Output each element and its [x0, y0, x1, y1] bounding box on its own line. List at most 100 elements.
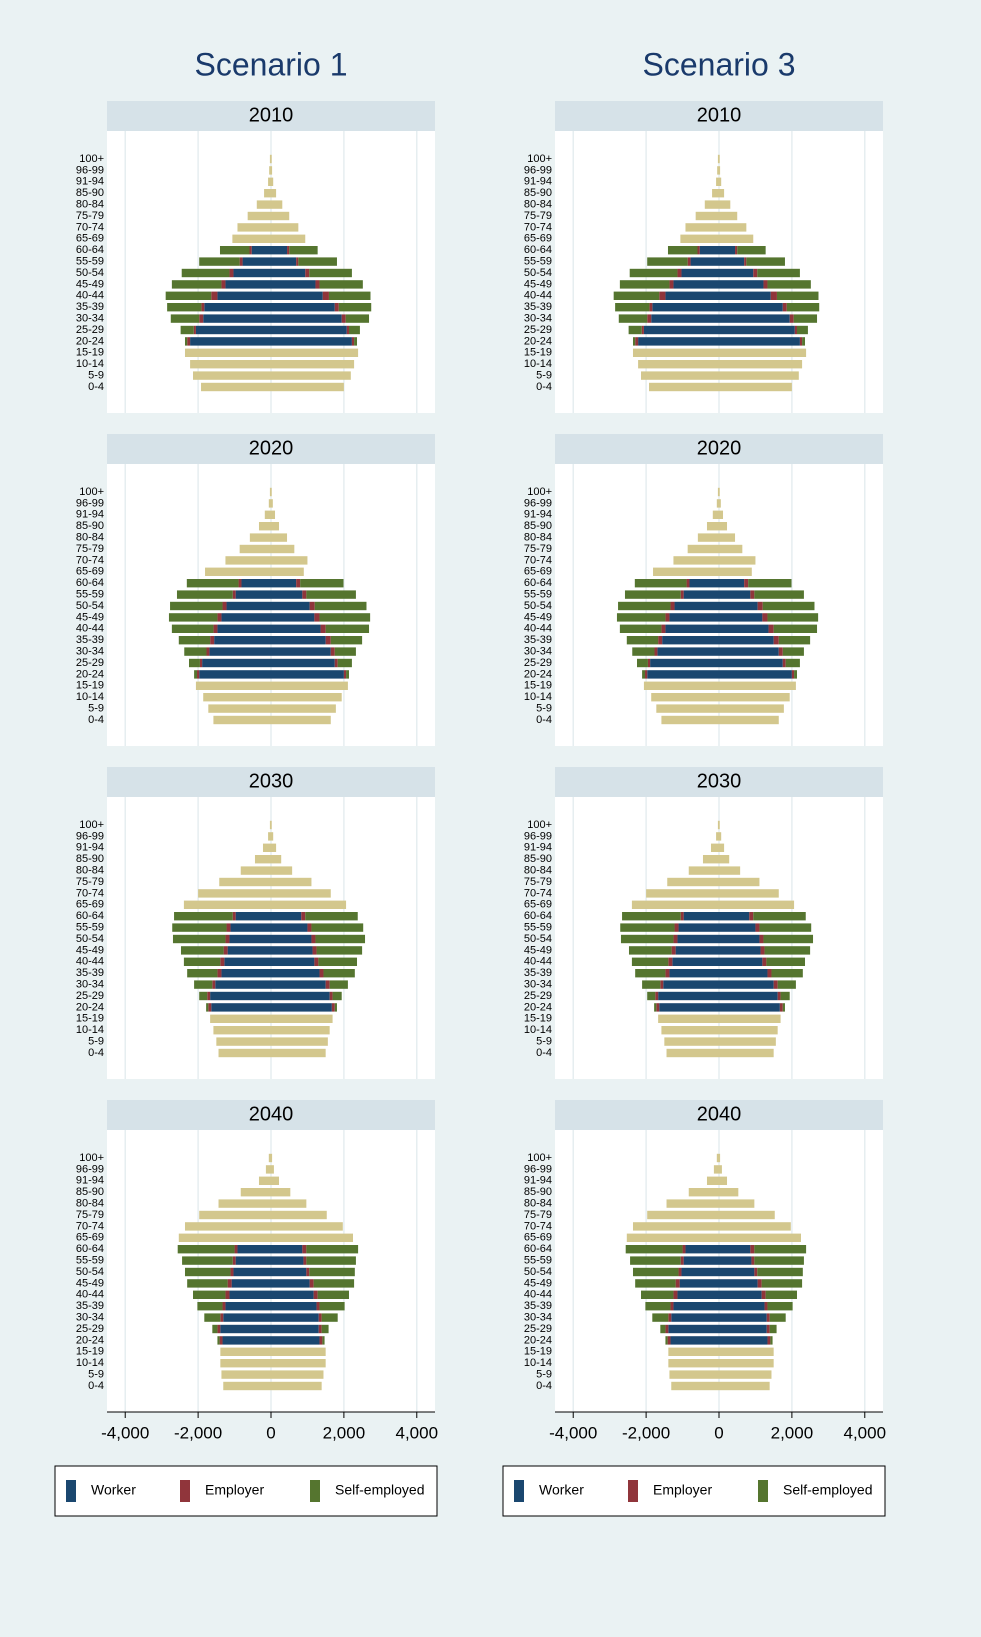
- bar-segment: [211, 1003, 271, 1012]
- bar-segment: [271, 234, 306, 243]
- age-label: 25-29: [524, 1323, 552, 1335]
- bar-segment: [773, 624, 818, 633]
- bar-segment: [213, 1026, 271, 1035]
- bar-segment: [622, 912, 681, 921]
- bar-segment: [306, 1267, 310, 1277]
- bar-segment: [763, 280, 768, 289]
- bar-segment: [663, 980, 719, 989]
- panel-header: [555, 1100, 883, 1130]
- age-label: 96-99: [524, 1163, 552, 1175]
- bar-segment: [203, 693, 271, 702]
- age-label: 25-29: [524, 324, 552, 336]
- age-label: 15-19: [76, 1013, 104, 1025]
- bar-segment: [271, 1359, 326, 1368]
- bar-segment: [249, 246, 252, 255]
- bar-segment: [685, 223, 719, 232]
- bar-segment: [646, 889, 719, 898]
- age-label: 15-19: [524, 680, 552, 692]
- bar-segment: [652, 303, 719, 312]
- bar-segment: [719, 1324, 767, 1334]
- age-label: 85-90: [524, 187, 552, 199]
- bar-segment: [647, 991, 656, 1001]
- bar-segment: [712, 189, 719, 198]
- bar-segment: [271, 579, 297, 588]
- bar-segment: [678, 923, 719, 932]
- bar-segment: [799, 337, 803, 346]
- bar-segment: [649, 382, 719, 392]
- bar-segment: [271, 154, 272, 164]
- age-label: 5-9: [88, 370, 104, 382]
- x-tick-label: -2,000: [174, 1423, 222, 1442]
- bar-segment: [225, 556, 271, 565]
- bar-segment: [211, 291, 218, 300]
- bar-segment: [699, 246, 719, 255]
- bar-segment: [171, 624, 214, 633]
- age-label: 5-9: [536, 1036, 552, 1048]
- bar-segment: [668, 1324, 719, 1334]
- age-label: 80-84: [76, 1198, 104, 1210]
- bar-segment: [271, 1347, 326, 1356]
- bar-segment: [249, 533, 271, 542]
- bar-segment: [319, 1302, 345, 1311]
- bar-segment: [271, 969, 320, 978]
- bar-segment: [271, 371, 351, 380]
- age-label: 35-39: [76, 301, 104, 313]
- bar-segment: [665, 291, 719, 300]
- age-label: 91-94: [76, 176, 104, 188]
- bar-segment: [269, 154, 271, 164]
- x-tick-label: -2,000: [622, 1423, 670, 1442]
- age-label: 96-99: [76, 497, 104, 509]
- bar-segment: [187, 337, 191, 346]
- bar-segment: [268, 499, 271, 508]
- bar-segment: [719, 337, 800, 346]
- bar-segment: [313, 1290, 318, 1299]
- bar-segment: [220, 957, 225, 966]
- bar-segment: [719, 1336, 768, 1345]
- bar-segment: [271, 877, 312, 887]
- age-label: 65-69: [76, 1232, 104, 1244]
- bar-segment: [632, 1222, 719, 1231]
- bar-segment: [221, 1370, 271, 1379]
- age-label: 35-39: [76, 634, 104, 646]
- bar-segment: [719, 681, 796, 690]
- age-label: 10-14: [524, 358, 552, 370]
- bar-segment: [271, 613, 315, 622]
- age-label: 100+: [79, 486, 104, 498]
- bar-segment: [782, 647, 804, 656]
- bar-segment: [670, 601, 675, 611]
- bar-segment: [262, 843, 271, 852]
- bar-segment: [647, 658, 651, 668]
- bar-segment: [271, 1336, 320, 1345]
- bar-segment: [225, 280, 271, 289]
- bar-segment: [680, 590, 684, 599]
- bar-segment: [662, 636, 719, 645]
- age-label: 50-54: [524, 267, 552, 279]
- bar-segment: [719, 624, 769, 633]
- bar-segment: [677, 268, 682, 278]
- bar-segment: [719, 877, 760, 887]
- age-label: 15-19: [524, 347, 552, 359]
- age-label: 45-49: [524, 611, 552, 623]
- bar-segment: [642, 980, 661, 989]
- bar-segment: [719, 946, 761, 955]
- bar-segment: [647, 670, 719, 679]
- age-label: 25-29: [524, 657, 552, 669]
- age-label: 85-90: [76, 520, 104, 532]
- bar-segment: [320, 624, 326, 633]
- bar-segment: [206, 1003, 209, 1012]
- bar-segment: [314, 613, 320, 622]
- bar-segment: [218, 1199, 271, 1208]
- bar-segment: [247, 211, 271, 221]
- age-label: 80-84: [524, 1198, 552, 1210]
- bar-segment: [199, 670, 271, 679]
- age-label: 35-39: [524, 301, 552, 313]
- bar-segment: [186, 579, 239, 588]
- bar-segment: [719, 211, 738, 221]
- bar-segment: [717, 166, 719, 175]
- bar-segment: [223, 1381, 271, 1391]
- age-label: 100+: [527, 819, 552, 831]
- bar-segment: [269, 487, 271, 497]
- age-label: 100+: [527, 153, 552, 165]
- age-label: 75-79: [76, 876, 104, 888]
- bar-segment: [210, 991, 271, 1001]
